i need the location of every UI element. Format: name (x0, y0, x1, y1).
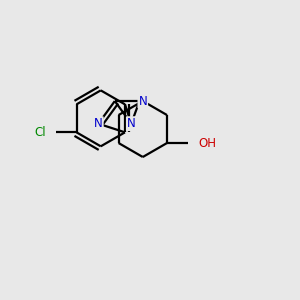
Text: N: N (127, 117, 136, 130)
Text: Cl: Cl (34, 126, 46, 139)
Text: OH: OH (198, 136, 216, 149)
Text: N: N (138, 94, 147, 108)
Text: N: N (94, 117, 103, 130)
